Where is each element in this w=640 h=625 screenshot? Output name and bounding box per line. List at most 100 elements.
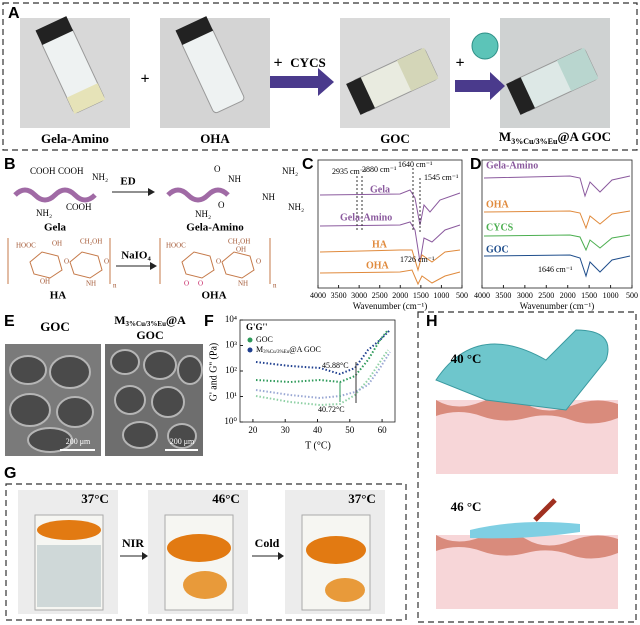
panel-label: H xyxy=(426,313,438,330)
temperature-label: 46 °C xyxy=(451,499,482,514)
trace-label: HA xyxy=(372,239,388,250)
spectra xyxy=(483,175,631,278)
chem-group: n xyxy=(273,282,277,290)
panel-b: B COOH COOH NH₂ NH₂ COOH Gela ED O NH NH… xyxy=(4,156,304,301)
chem-group: CH₂OH xyxy=(228,238,250,246)
image-title: GOC xyxy=(136,328,163,342)
axes: 20 30 40 50 60 10⁰ 10¹ 10² 10³ 10⁴ xyxy=(224,314,387,435)
reagent-label: CYCS xyxy=(290,55,325,70)
subscript: 3%Cu/3%Eu xyxy=(263,350,290,355)
plus-sign: + xyxy=(455,55,464,72)
panel-label: F xyxy=(204,313,214,330)
scale-bar-label: 200 μm xyxy=(66,437,91,446)
temperature-label: 37°C xyxy=(81,491,109,506)
image-title: GOC xyxy=(40,319,70,334)
x-tick-label: 30 xyxy=(281,425,291,435)
plus-sign: + xyxy=(140,71,149,88)
skin-illustration xyxy=(435,329,618,609)
trace-label: Gela-Amino xyxy=(340,212,392,223)
x-tick-label: 2000 xyxy=(560,291,576,300)
x-tick-label: 1500 xyxy=(413,291,429,300)
panel-label: A xyxy=(8,5,20,22)
x-axis: 4000 3500 3000 2500 2000 1500 1000 500 xyxy=(310,285,468,300)
panel-label: G xyxy=(4,465,16,482)
trace-label: OHA xyxy=(366,260,390,271)
panel-c: C 4000 3500 3000 2500 2000 1500 1000 500 Wavenu… xyxy=(302,156,468,311)
spectra xyxy=(319,189,461,286)
y-tick-label: 10⁰ xyxy=(224,416,237,426)
plus-sign: + xyxy=(273,55,282,72)
plot-frame xyxy=(481,159,633,289)
text: @A GOC xyxy=(289,345,321,354)
panel-label: B xyxy=(4,156,16,173)
x-tick-label: 3000 xyxy=(517,291,533,300)
panel-frame xyxy=(417,311,637,623)
trace-label: CYCS xyxy=(486,222,514,233)
panel-label: E xyxy=(4,313,15,330)
rheology-curves xyxy=(255,329,391,407)
chem-group: CH₂OH xyxy=(80,238,102,246)
trace-label: OHA xyxy=(486,199,510,210)
peak-annotation: 2880 cm⁻¹ xyxy=(362,165,397,174)
chem-group: O xyxy=(218,200,225,210)
legend-marker xyxy=(247,337,253,343)
sample-label: GOC xyxy=(380,131,410,146)
chem-group: O xyxy=(64,258,69,266)
x-tick-label: 500 xyxy=(456,291,468,300)
sample-label: OHA xyxy=(200,131,230,146)
microsphere-icon xyxy=(471,32,499,60)
chem-group: OH xyxy=(52,240,62,248)
panel-d: D 4000 3500 3000 2500 2000 1500 1000 500 Wavenu… xyxy=(470,156,638,311)
y-tick-label: 10¹ xyxy=(225,391,237,401)
chem-group: NH₂ xyxy=(92,172,108,182)
text: M xyxy=(256,345,263,354)
panel-g: G 37°C 46°C 37°C NIR Cold xyxy=(4,465,407,621)
peak-annotation: 1646 cm⁻¹ xyxy=(538,265,573,274)
chem-group: COOH xyxy=(58,166,84,176)
x-tick-label: 50 xyxy=(345,425,355,435)
panel-a: A + + CYCS + Gela-Amino OHA GOC M3%Cu/3%… xyxy=(2,2,638,151)
peak-annotation: 1640 cm⁻¹ xyxy=(398,160,433,169)
x-tick-label: 3000 xyxy=(351,291,367,300)
y-axis-title: G' and G'' (Pa) xyxy=(208,343,219,401)
chem-group: HOOC xyxy=(166,242,186,250)
x-tick-label: 1000 xyxy=(433,291,449,300)
y-tick-label: 10³ xyxy=(225,340,237,350)
panel-label: D xyxy=(470,156,482,173)
peak-lines xyxy=(356,168,421,232)
panel-frame xyxy=(5,483,407,621)
x-tick-label: 1500 xyxy=(581,291,597,300)
x-tick-label: 4000 xyxy=(310,291,326,300)
legend-marker xyxy=(247,347,253,353)
y-tick-label: 10⁴ xyxy=(225,314,237,324)
step-label: Cold xyxy=(255,536,280,550)
panel-f: F 20 30 40 50 60 10⁰ 10¹ 10² 10³ 10⁴ T (°C) G' an… xyxy=(204,313,396,451)
chem-group: O xyxy=(214,164,221,174)
plot-frame xyxy=(317,159,463,289)
arrow xyxy=(455,72,505,100)
x-axis: 4000 3500 3000 2500 2000 1500 1000 500 xyxy=(474,285,638,300)
compound-name: HA xyxy=(50,290,67,302)
compound-name: Gela xyxy=(44,222,66,234)
legend-label: GOC xyxy=(256,335,273,344)
trace-label: Gela-Amino xyxy=(486,160,538,171)
text: M xyxy=(499,129,511,144)
subscript: 3%Cu/3%Eu xyxy=(126,320,167,328)
compound-name: OHA xyxy=(201,290,226,302)
panel-h: H 40 °C 46 °C xyxy=(417,311,637,623)
y-tick-label: 10² xyxy=(225,365,237,375)
chem-group: NH xyxy=(262,192,275,202)
x-tick-label: 2500 xyxy=(538,291,554,300)
compound-name: Gela-Amino xyxy=(186,222,244,234)
x-tick-label: 20 xyxy=(248,425,258,435)
temperature-label: 37°C xyxy=(348,491,376,506)
reagent-label: NaIO₄ xyxy=(121,250,151,262)
x-tick-label: 2000 xyxy=(392,291,408,300)
arrow xyxy=(270,68,334,96)
chem-group: HOOC xyxy=(16,242,36,250)
text: @A GOC xyxy=(557,129,611,144)
panel-e: E GOC M3%Cu/3%Eu@A GOC 200 μm 200 μm xyxy=(4,313,203,456)
chem-group: O xyxy=(256,258,261,266)
x-axis-title: Wavenumber (cm⁻¹) xyxy=(520,301,594,311)
trace-label: Gela xyxy=(370,184,390,195)
